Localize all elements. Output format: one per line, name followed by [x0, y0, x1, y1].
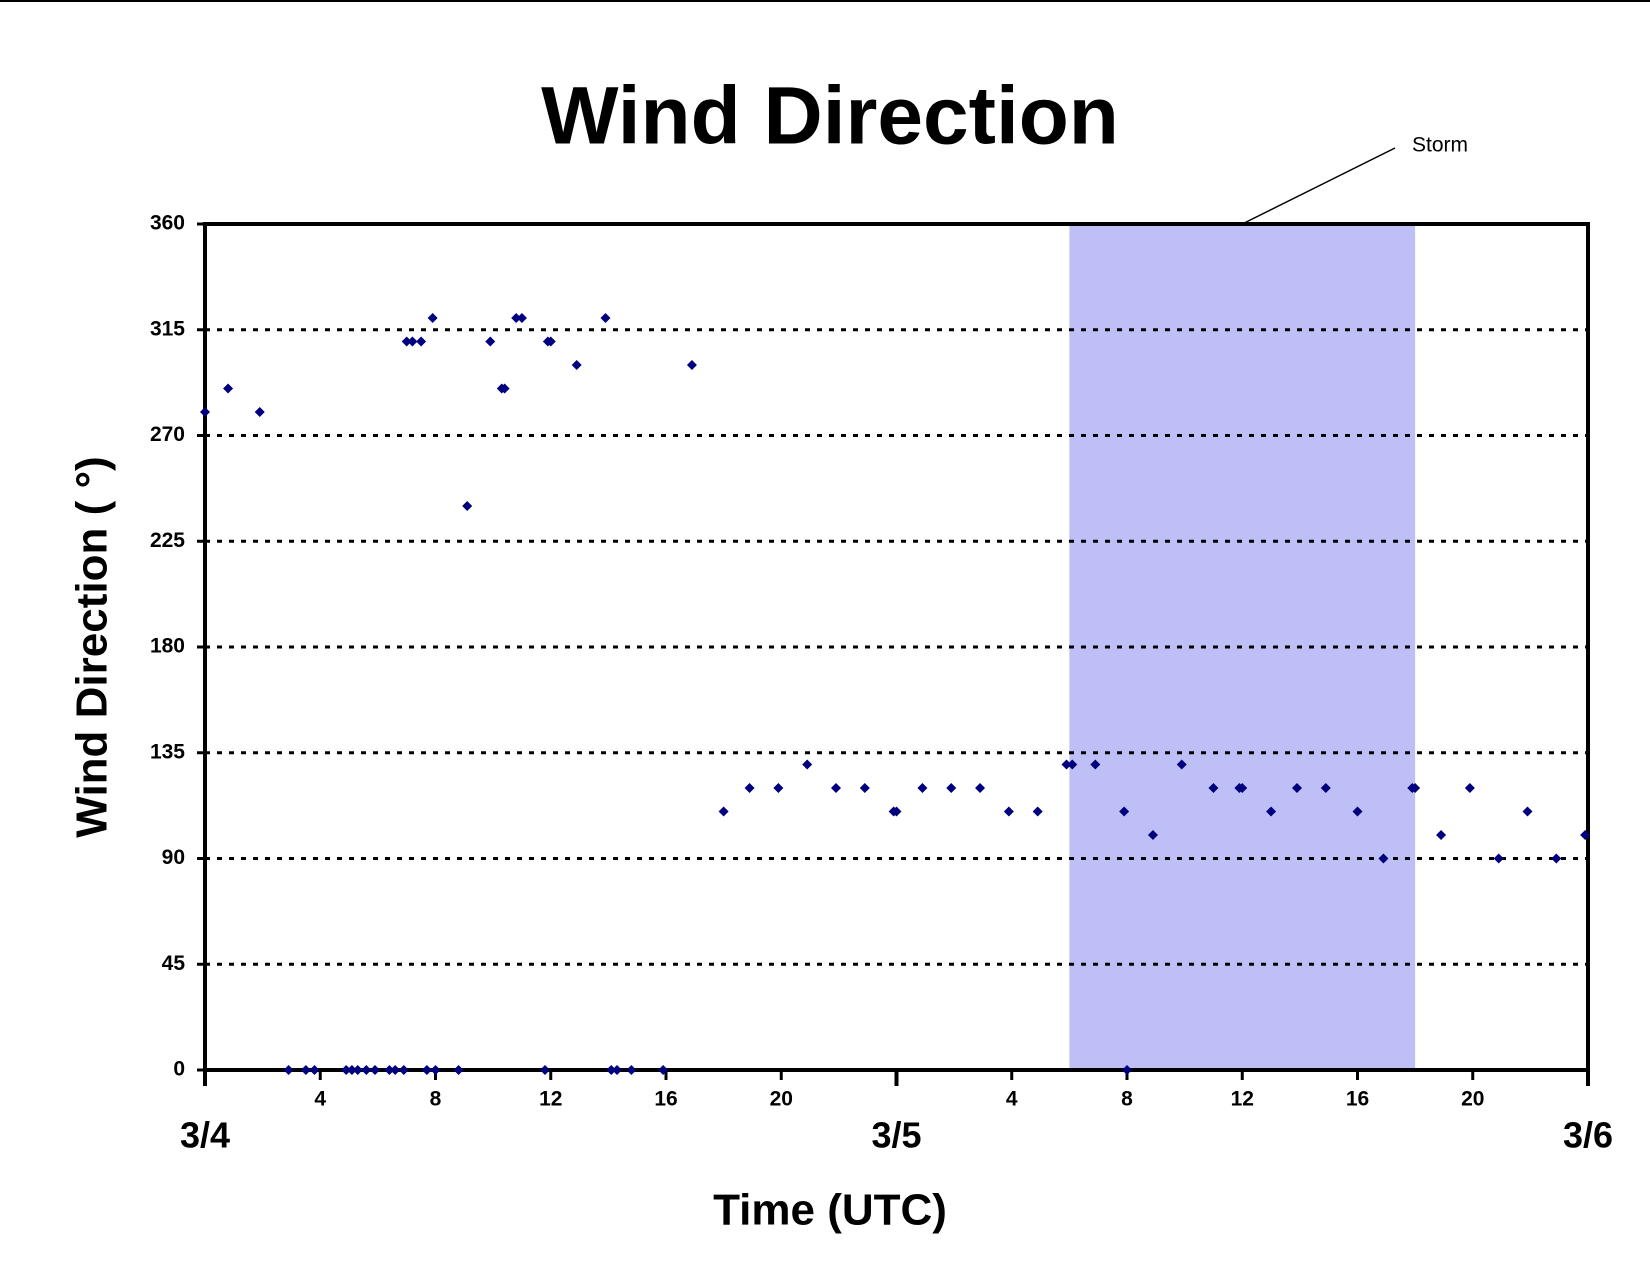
- data-point: [427, 313, 438, 323]
- x-tick-label: 4: [1006, 1088, 1018, 1111]
- data-point: [1493, 853, 1504, 864]
- data-point: [309, 1065, 320, 1075]
- data-point: [1464, 783, 1475, 793]
- data-point: [462, 501, 473, 511]
- data-point: [1067, 759, 1078, 770]
- data-point: [1176, 759, 1187, 770]
- annotation-label: Storm: [1412, 134, 1468, 157]
- x-tick-label: 8: [1121, 1088, 1133, 1111]
- data-point: [975, 783, 986, 793]
- date-label: 3/5: [871, 1115, 921, 1156]
- y-tick-label: 315: [150, 317, 185, 340]
- x-tick-label: 12: [539, 1088, 562, 1111]
- data-point: [1266, 806, 1277, 817]
- data-point: [1090, 759, 1101, 770]
- date-label: 3/4: [180, 1115, 230, 1156]
- y-tick-label: 180: [150, 635, 185, 658]
- chart-title: Wind Direction: [541, 71, 1119, 162]
- data-point: [545, 336, 556, 347]
- data-point: [1119, 806, 1130, 817]
- x-tick-label: 20: [770, 1088, 793, 1111]
- data-point: [416, 336, 427, 347]
- data-point: [1291, 783, 1302, 793]
- y-tick-label: 0: [173, 1058, 185, 1081]
- data-point: [612, 1065, 623, 1075]
- data-point: [1003, 806, 1014, 817]
- data-point: [686, 360, 697, 370]
- date-label: 3/6: [1563, 1115, 1613, 1156]
- data-point: [401, 336, 412, 347]
- data-point: [1436, 830, 1447, 840]
- data-point: [223, 383, 234, 394]
- x-tick-label: 8: [430, 1088, 442, 1111]
- data-point: [346, 1065, 357, 1075]
- data-point: [361, 1065, 372, 1075]
- x-tick-label: 16: [654, 1088, 677, 1111]
- y-tick-label: 90: [162, 846, 185, 869]
- data-point: [658, 1065, 669, 1075]
- data-point: [516, 313, 527, 323]
- y-tick-label: 360: [150, 212, 185, 235]
- data-point: [352, 1065, 363, 1075]
- y-tick-label: 270: [150, 423, 185, 446]
- data-point: [1522, 806, 1533, 817]
- data-point: [453, 1065, 464, 1075]
- data-point: [390, 1065, 401, 1075]
- data-point: [421, 1065, 432, 1075]
- y-tick-label: 45: [162, 952, 186, 975]
- data-point: [1032, 806, 1043, 817]
- data-point: [1352, 806, 1363, 817]
- x-axis-title: Time (UTC): [713, 1186, 947, 1235]
- data-point: [626, 1065, 637, 1075]
- x-tick-label: 4: [314, 1088, 326, 1111]
- data-point: [1410, 783, 1421, 793]
- data-point: [1378, 853, 1389, 864]
- data-point: [539, 1065, 550, 1075]
- y-tick-label: 135: [150, 740, 185, 763]
- data-point: [1320, 783, 1331, 793]
- y-tick-label: 225: [150, 529, 185, 552]
- data-point: [485, 336, 496, 347]
- x-tick-label: 16: [1346, 1088, 1369, 1111]
- data-point: [606, 1065, 617, 1075]
- data-point: [802, 759, 813, 770]
- data-point: [430, 1065, 441, 1075]
- data-point: [891, 806, 902, 817]
- data-point: [571, 360, 582, 370]
- data-point: [946, 783, 957, 793]
- y-axis-title: Wind Direction ( °): [68, 456, 117, 837]
- data-point: [369, 1065, 380, 1075]
- data-point: [744, 783, 755, 793]
- data-point: [300, 1065, 311, 1075]
- annotation-line: [1241, 147, 1396, 225]
- x-tick-label: 20: [1461, 1088, 1484, 1111]
- data-point: [830, 783, 841, 793]
- data-point: [1580, 830, 1591, 840]
- data-point: [1208, 783, 1219, 793]
- data-point: [1237, 783, 1248, 793]
- data-point: [773, 783, 784, 793]
- data-point: [384, 1065, 395, 1075]
- data-point: [1551, 853, 1562, 864]
- data-point: [600, 313, 611, 323]
- data-point: [254, 407, 265, 417]
- data-point: [1147, 830, 1158, 840]
- data-point: [1122, 1065, 1132, 1075]
- data-point: [407, 336, 418, 347]
- data-point: [200, 407, 210, 417]
- data-point: [499, 383, 510, 394]
- data-point: [283, 1065, 294, 1075]
- data-point: [1061, 759, 1072, 770]
- data-point: [718, 806, 729, 817]
- data-point: [398, 1065, 409, 1075]
- data-point: [511, 313, 522, 323]
- x-tick-label: 12: [1231, 1088, 1254, 1111]
- data-point: [341, 1065, 352, 1075]
- data-point: [917, 783, 928, 793]
- data-point: [859, 783, 870, 793]
